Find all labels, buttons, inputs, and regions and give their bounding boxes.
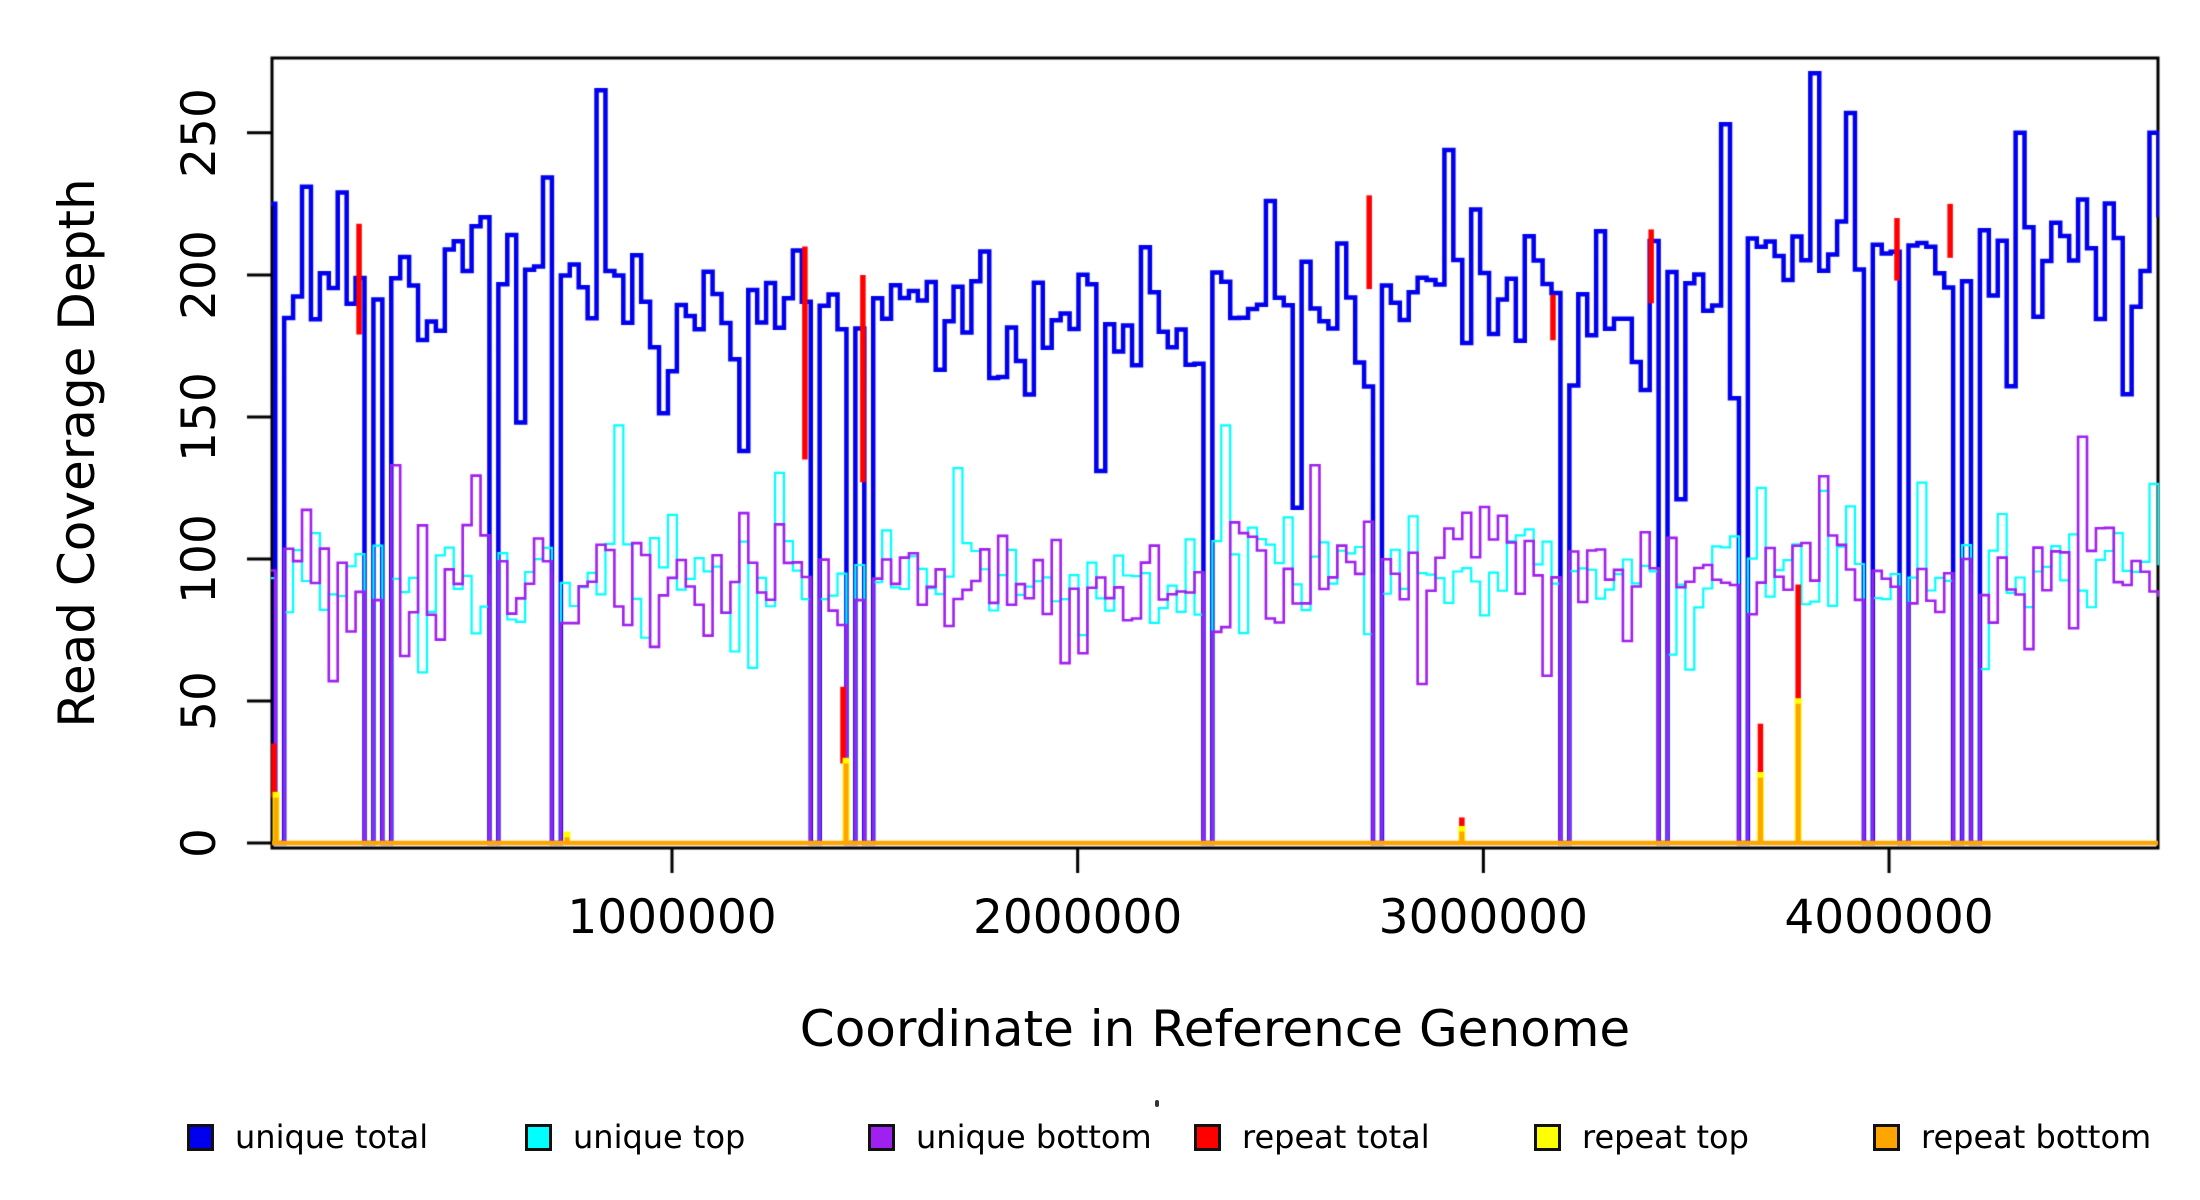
legend-item-unique-total: unique total <box>187 1118 428 1156</box>
legend-item-repeat-bottom: repeat bottom <box>1873 1118 2151 1156</box>
legend-label: repeat total <box>1242 1118 1430 1156</box>
legend-item-unique-top: unique top <box>525 1118 745 1156</box>
x-tick-label: 4000000 <box>1784 890 1994 945</box>
x-tick-label: 2000000 <box>973 890 1183 945</box>
y-axis-title: Read Coverage Depth <box>48 178 106 728</box>
x-tick-label: 1000000 <box>567 890 777 945</box>
legend-item-repeat-top: repeat top <box>1534 1118 1749 1156</box>
legend-swatch-icon <box>525 1123 552 1151</box>
x-axis-title: Coordinate in Reference Genome <box>799 1000 1631 1058</box>
legend-swatch-icon <box>1534 1123 1561 1151</box>
legend-label: unique total <box>235 1118 429 1156</box>
legend-label: repeat top <box>1582 1118 1749 1156</box>
legend-swatch-icon <box>187 1123 214 1151</box>
stray-artifact-mark <box>1155 1100 1159 1107</box>
legend-item-repeat-total: repeat total <box>1194 1118 1430 1156</box>
legend-swatch-icon <box>868 1123 895 1151</box>
legend-label: unique top <box>573 1118 746 1156</box>
legend-swatch-icon <box>1873 1123 1900 1151</box>
x-tick-label: 3000000 <box>1378 890 1588 945</box>
legend-label: unique bottom <box>916 1118 1152 1156</box>
legend-item-unique-bottom: unique bottom <box>868 1118 1152 1156</box>
legend-label: repeat bottom <box>1921 1118 2152 1156</box>
y-tick-label: 250 <box>172 87 227 178</box>
legend-swatch-icon <box>1194 1123 1221 1151</box>
